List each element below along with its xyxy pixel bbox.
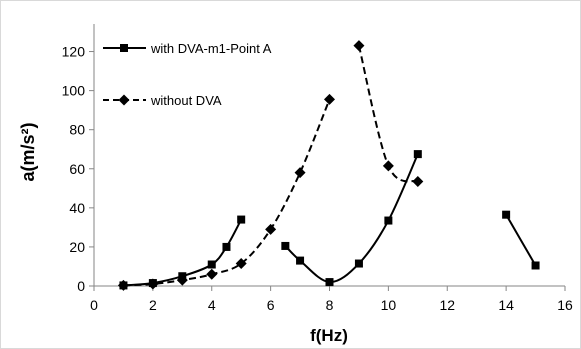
y-tick-label: 0 [77, 278, 85, 294]
data-point-diamond [412, 175, 424, 187]
data-point-square [222, 242, 231, 251]
data-point-diamond [118, 94, 130, 106]
series-line [357, 45, 419, 183]
x-tick-label: 4 [208, 297, 216, 313]
y-tick-label: 120 [62, 44, 86, 60]
data-point-square [354, 259, 363, 268]
data-point-square [281, 241, 290, 250]
x-tick-label: 6 [267, 297, 275, 313]
y-tick-label: 20 [69, 239, 85, 255]
legend: with DVA-m1-Point A without DVA [103, 41, 272, 108]
data-point-diamond [353, 40, 365, 52]
x-tick-label: 10 [381, 297, 397, 313]
data-point-square [120, 44, 128, 52]
y-axis-title: a(m/s²) [18, 122, 38, 181]
y-tick-label: 80 [69, 122, 85, 138]
data-point-square [413, 150, 422, 159]
data-point-diamond [206, 268, 218, 280]
data-point-square [296, 256, 305, 265]
y-tick-label: 100 [62, 83, 86, 99]
data-point-diamond [324, 93, 335, 105]
x-tick-label: 16 [557, 297, 573, 313]
data-point-diamond [382, 160, 394, 172]
legend-label: without DVA [150, 93, 222, 108]
legend-label: with DVA-m1-Point A [150, 41, 272, 56]
x-axis-title: f(Hz) [310, 326, 348, 345]
data-point-square [531, 261, 540, 270]
x-tick-label: 2 [149, 297, 157, 313]
y-tick-label: 60 [69, 161, 85, 177]
x-tick-label: 14 [498, 297, 514, 313]
data-point-square [384, 216, 393, 225]
x-tick-label: 8 [326, 297, 334, 313]
data-point-diamond [294, 167, 306, 179]
data-point-square [325, 278, 334, 287]
data-point-diamond [117, 279, 129, 291]
data-point-square [502, 210, 511, 219]
series-without-dva [117, 40, 424, 291]
series-layer [117, 40, 540, 291]
data-point-diamond [235, 258, 247, 270]
data-point-square [237, 215, 246, 224]
data-point-diamond [265, 223, 277, 235]
data-point-diamond [176, 274, 188, 286]
data-point-diamond [147, 278, 159, 290]
x-tick-label: 12 [439, 297, 455, 313]
x-tick-label: 0 [90, 297, 98, 313]
data-point-square [207, 260, 216, 269]
axes: 0 20 40 60 80 100 120 0 2 4 6 8 10 12 14 16 [62, 24, 573, 313]
y-tick-label: 40 [69, 200, 85, 216]
